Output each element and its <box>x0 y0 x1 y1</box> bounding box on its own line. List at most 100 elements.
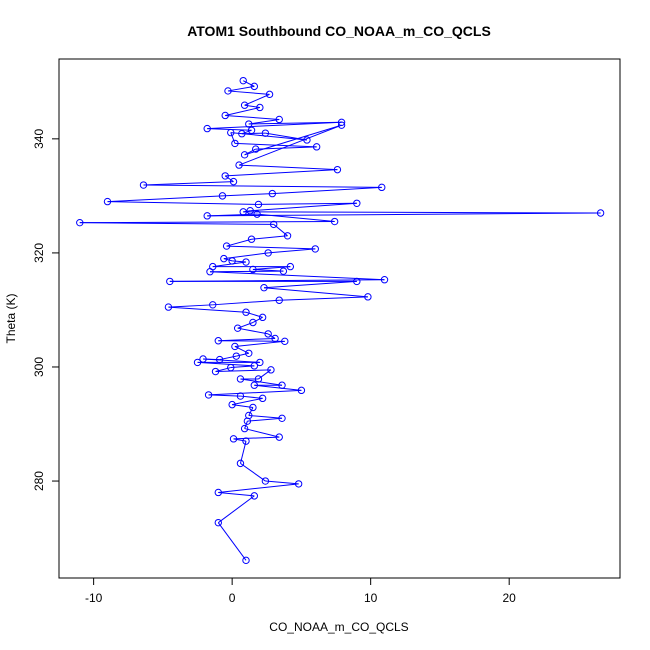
series-segment <box>237 327 269 335</box>
data-point <box>224 87 232 95</box>
data-point <box>250 362 259 370</box>
data-point <box>250 82 259 91</box>
y-tick-label: 340 <box>32 129 46 149</box>
x-tick-label: 10 <box>364 591 378 605</box>
series-segment <box>215 367 231 373</box>
series-segment <box>222 193 273 197</box>
series-segment <box>263 287 368 298</box>
data-point <box>221 172 229 180</box>
series-segment <box>254 384 302 391</box>
series-segment <box>248 118 280 125</box>
series-segment <box>168 306 247 313</box>
data-point <box>240 151 249 159</box>
series-segment <box>251 235 288 240</box>
data-point <box>268 189 277 198</box>
data-point <box>596 209 605 217</box>
data-point <box>270 220 278 229</box>
data-point <box>258 313 267 322</box>
data-point <box>267 366 275 374</box>
data-point <box>250 492 259 500</box>
series-segment <box>232 260 247 263</box>
x-tick-label: 20 <box>503 591 517 605</box>
series-segment <box>247 417 283 422</box>
series-segment <box>272 186 382 195</box>
data-point <box>337 121 346 129</box>
data-point <box>231 342 239 351</box>
data-point <box>279 267 288 275</box>
data-point <box>242 258 250 266</box>
series-segment <box>143 184 382 188</box>
series-segment <box>197 361 255 367</box>
series-segment <box>232 397 263 406</box>
x-tick-label: -10 <box>85 591 103 605</box>
series-segment <box>215 369 271 373</box>
data-point <box>209 301 217 309</box>
data-point <box>236 392 245 400</box>
series-segment <box>212 261 247 268</box>
series-segment <box>244 104 260 108</box>
y-tick-label: 280 <box>32 471 46 491</box>
data-point <box>249 403 257 412</box>
series-segment <box>203 358 260 363</box>
series-segment <box>257 213 335 223</box>
data-point <box>275 296 283 304</box>
series-segment <box>230 365 255 369</box>
y-tick-label: 300 <box>32 357 46 377</box>
data-point <box>218 192 227 200</box>
data-point <box>330 217 339 226</box>
series-segment <box>168 304 213 308</box>
series-segment <box>268 248 316 254</box>
data-point <box>297 386 306 395</box>
data-point <box>353 199 361 207</box>
series-segment <box>240 462 266 482</box>
data-point <box>240 101 249 109</box>
series-segment <box>208 394 241 397</box>
series-segment <box>244 124 342 156</box>
data-point <box>260 284 268 292</box>
data-point <box>215 355 224 364</box>
series-segment <box>234 345 249 354</box>
data-point <box>206 268 214 276</box>
series-segment <box>234 340 285 347</box>
series-segment <box>225 169 338 177</box>
data-point <box>251 145 260 153</box>
series-segment <box>252 316 263 323</box>
data-point <box>247 126 256 134</box>
data-point <box>312 143 321 151</box>
series-segment <box>217 495 255 524</box>
series-segment <box>218 491 255 497</box>
series-segment <box>207 213 258 217</box>
data-point <box>199 355 207 363</box>
data-point <box>228 257 236 265</box>
data-point <box>166 277 174 286</box>
series-segment <box>79 222 274 225</box>
data-point <box>283 232 292 240</box>
series-segment <box>263 280 357 289</box>
series-segment <box>207 121 342 130</box>
data-point <box>139 181 148 189</box>
series-segment <box>279 296 368 301</box>
series-segment <box>265 480 299 485</box>
data-point <box>278 414 286 423</box>
series-segment <box>107 201 259 205</box>
data-point <box>231 139 239 148</box>
data-point <box>211 367 220 376</box>
data-point <box>253 210 261 218</box>
data-point <box>193 358 202 367</box>
series-segment <box>143 181 234 186</box>
data-point <box>239 208 247 216</box>
series-segment <box>243 80 255 87</box>
x-tick-label: 0 <box>229 591 236 605</box>
data-point <box>294 480 303 488</box>
series-segment <box>250 202 357 212</box>
data-point <box>243 417 252 425</box>
data-point <box>353 277 361 286</box>
series-segment <box>230 132 307 141</box>
data-point <box>245 349 253 357</box>
series-segment <box>243 211 601 214</box>
data-point <box>246 207 254 215</box>
data-point <box>254 200 263 209</box>
data-point <box>242 308 250 316</box>
data-point <box>278 381 286 389</box>
data-point <box>103 197 112 206</box>
